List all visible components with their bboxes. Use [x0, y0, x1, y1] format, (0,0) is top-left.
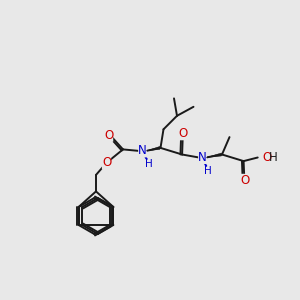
- Polygon shape: [206, 153, 221, 158]
- Text: O: O: [104, 129, 113, 142]
- Text: N: N: [138, 144, 147, 158]
- Text: H: H: [204, 166, 212, 176]
- Text: O: O: [102, 156, 111, 170]
- Text: H: H: [145, 159, 152, 169]
- Polygon shape: [146, 146, 160, 151]
- Text: O: O: [240, 174, 249, 187]
- Text: N: N: [198, 151, 207, 164]
- Text: O: O: [262, 151, 272, 164]
- Text: O: O: [179, 127, 188, 140]
- Text: H: H: [269, 151, 278, 164]
